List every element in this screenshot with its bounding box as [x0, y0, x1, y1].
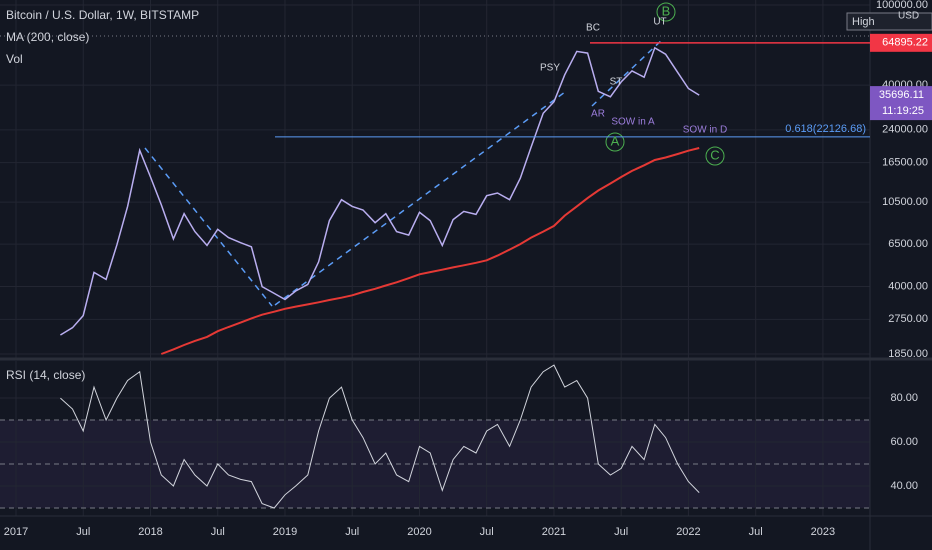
annotation: AR — [591, 109, 605, 120]
chart-title: Bitcoin / U.S. Dollar, 1W, BITSTAMP — [6, 8, 199, 22]
y-tick-label: 2750.00 — [888, 313, 928, 325]
last-price-label: 35696.11 — [879, 89, 924, 101]
ma-label: MA (200, close) — [6, 30, 89, 44]
y-tick-label: 60.00 — [890, 436, 918, 448]
x-tick-label: Jul — [211, 526, 225, 538]
rsi-label: RSI (14, close) — [6, 368, 85, 382]
wave-circle — [656, 2, 676, 22]
annotation: ST — [610, 77, 623, 88]
last-price-tag — [870, 86, 932, 121]
x-tick-label: Jul — [345, 526, 359, 538]
x-tick-label: 2021 — [542, 526, 566, 538]
y-tick-label: 16500.00 — [882, 157, 928, 169]
fib-label: 0.618(22126.68) — [785, 123, 866, 135]
series-line — [60, 46, 700, 336]
wave-circle — [605, 132, 625, 152]
x-tick-label: 2019 — [273, 526, 297, 538]
x-tick-label: 2020 — [407, 526, 431, 538]
y-tick-label: 24000.00 — [882, 124, 928, 136]
countdown-label: 11:19:25 — [882, 105, 924, 117]
annotation: B — [662, 3, 671, 18]
price-tag-label: 64895.22 — [882, 37, 928, 49]
y-tick-label: 80.00 — [890, 392, 918, 404]
y-tick-label: 40.00 — [890, 480, 918, 492]
x-tick-label: 2022 — [676, 526, 700, 538]
wave-circle — [705, 146, 725, 166]
series-line — [60, 364, 700, 509]
x-tick-label: Jul — [76, 526, 90, 538]
x-tick-label: Jul — [614, 526, 628, 538]
currency-label: USD — [898, 11, 919, 22]
annotation: SOW in D — [683, 125, 727, 136]
vol-label: Vol — [6, 52, 23, 66]
high-label: High — [852, 16, 875, 28]
y-tick-label: 1850.00 — [888, 348, 928, 360]
trend-line — [144, 147, 273, 307]
high-tag — [846, 12, 932, 31]
x-tick-label: Jul — [480, 526, 494, 538]
annotation: C — [710, 147, 719, 162]
y-tick-label: 6500.00 — [888, 238, 928, 250]
x-tick-label: Jul — [749, 526, 763, 538]
annotation: PSY — [540, 63, 560, 74]
annotation: BC — [586, 23, 600, 34]
annotation: UT — [653, 17, 666, 28]
y-tick-label: 4000.00 — [888, 280, 928, 292]
y-tick-label: 10500.00 — [882, 196, 928, 208]
trend-line — [274, 91, 566, 306]
annotation: A — [611, 133, 620, 148]
annotation: SOW in A — [611, 117, 655, 128]
x-tick-label: 2017 — [4, 526, 28, 538]
wave-circles — [605, 2, 725, 166]
price-tag — [870, 33, 932, 52]
x-tick-label: 2023 — [811, 526, 835, 538]
y-tick-label: 100000.00 — [876, 0, 928, 11]
x-tick-label: 2018 — [138, 526, 162, 538]
series-line — [160, 147, 700, 355]
